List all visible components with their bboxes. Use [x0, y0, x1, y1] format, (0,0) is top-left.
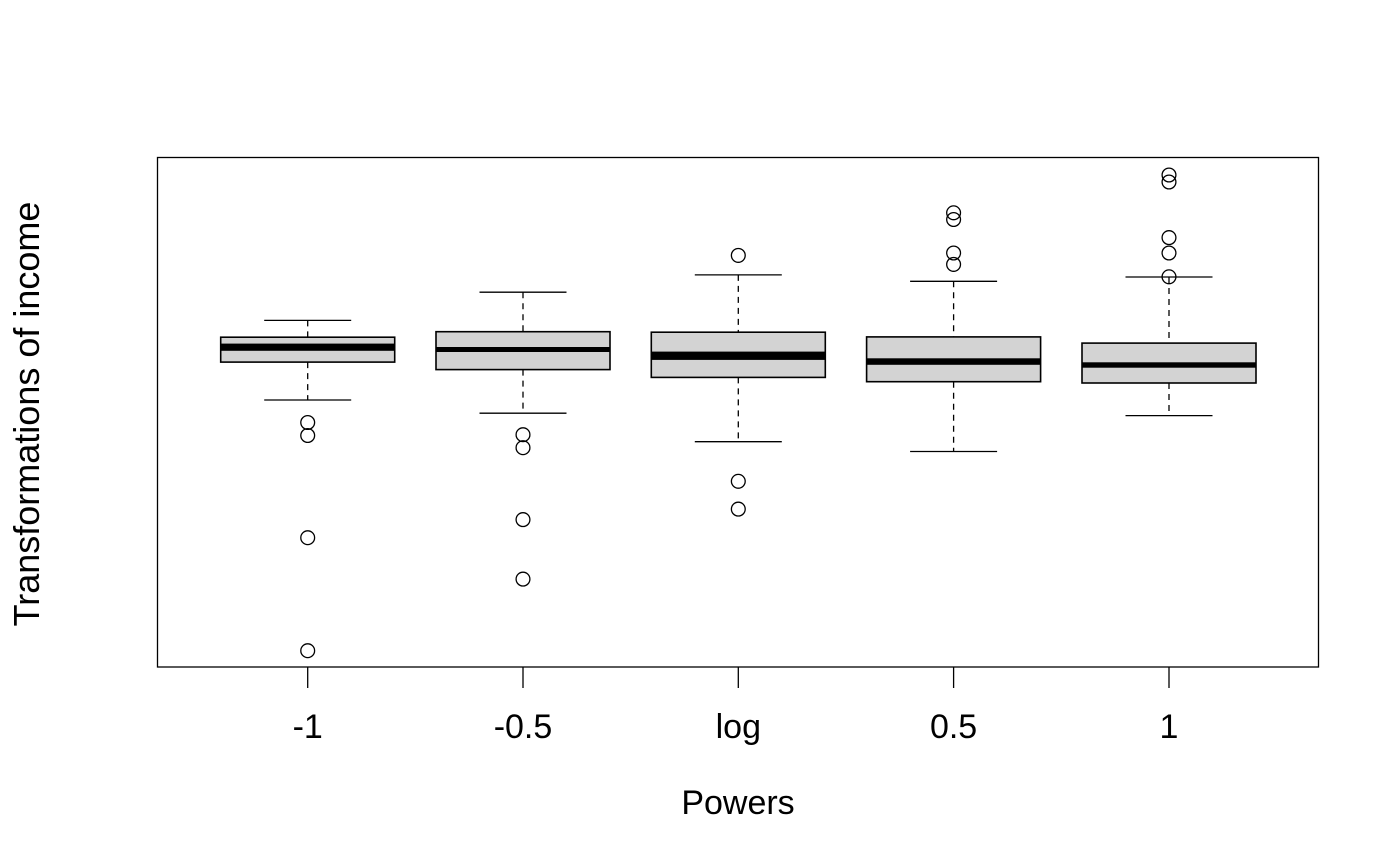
svg-text:1: 1 — [1160, 708, 1179, 746]
svg-text:log: log — [716, 708, 761, 746]
svg-text:-0.5: -0.5 — [494, 708, 553, 746]
svg-text:-1: -1 — [293, 708, 323, 746]
svg-text:Powers: Powers — [681, 784, 794, 822]
svg-text:0.5: 0.5 — [930, 708, 977, 746]
svg-text:Transformations of income: Transformations of income — [6, 202, 47, 627]
